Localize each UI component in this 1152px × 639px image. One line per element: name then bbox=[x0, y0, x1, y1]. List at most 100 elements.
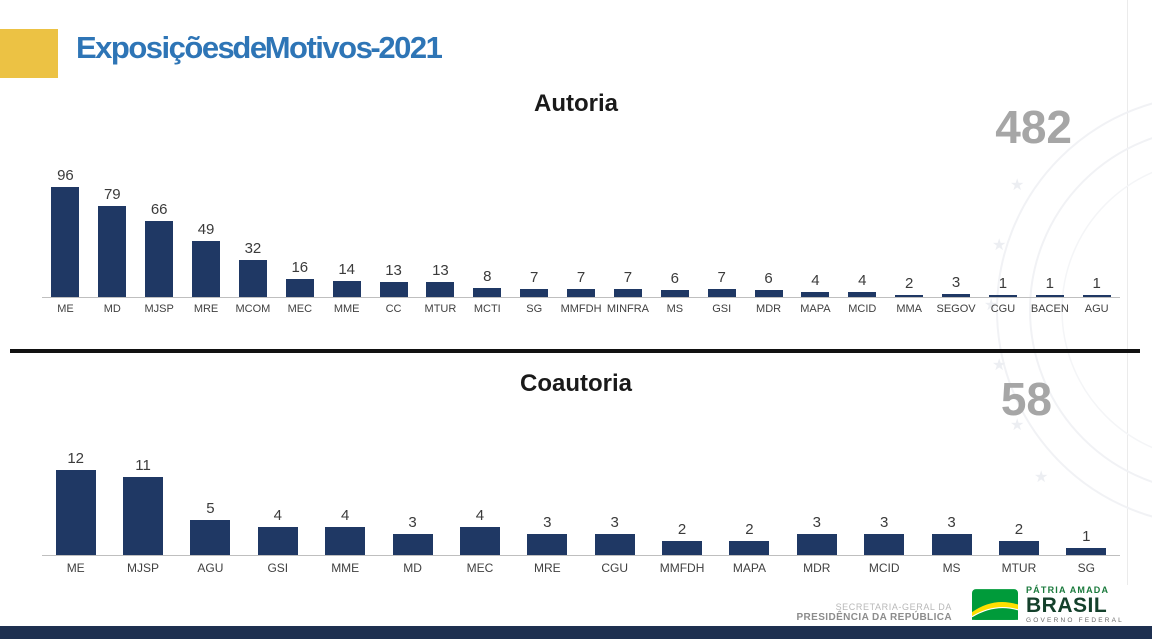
bar-value-label: 66 bbox=[150, 201, 168, 218]
bar-value-label: 7 bbox=[576, 269, 586, 286]
bar-value-label: 96 bbox=[57, 167, 74, 184]
bar-area: 7 bbox=[698, 158, 746, 298]
bar-category-label: CC bbox=[385, 303, 402, 315]
bar-column: 32 MCOM bbox=[229, 158, 277, 315]
bar-category-label: MEC bbox=[287, 303, 313, 315]
bar-category-label: MCTI bbox=[473, 303, 501, 315]
bar-column: 79 MD bbox=[88, 158, 136, 315]
bar-column: 7 MINFRA bbox=[604, 158, 652, 315]
bar-area: 3 bbox=[378, 440, 447, 556]
bar-category-label: SG bbox=[1077, 561, 1095, 575]
chart-total-coautoria: 58 bbox=[1000, 373, 1052, 425]
bar bbox=[257, 527, 298, 555]
bar-category-label: AGU bbox=[197, 561, 224, 575]
brand-text: PÁTRIA AMADA BRASIL GOVERNO FEDERAL bbox=[1026, 585, 1124, 624]
bar-column: 3 MS bbox=[917, 440, 986, 575]
bar-area: 6 bbox=[651, 158, 699, 298]
bar-area: 4 bbox=[446, 440, 514, 556]
title-accent-bar bbox=[0, 29, 58, 78]
bar-value-label: 14 bbox=[338, 261, 356, 278]
bar-category-label: MDR bbox=[756, 303, 782, 315]
bar-value-label: 8 bbox=[483, 268, 492, 285]
bar bbox=[988, 295, 1017, 297]
bar-column: 1 CGU bbox=[979, 158, 1027, 315]
bar-category-label: MTUR bbox=[1001, 561, 1037, 575]
bar-area: 13 bbox=[417, 158, 464, 298]
bar bbox=[55, 470, 96, 555]
bar-column: 3 MD bbox=[378, 440, 447, 575]
bar-value-label: 13 bbox=[385, 262, 402, 279]
bar-category-label: MJSP bbox=[127, 561, 160, 575]
bar-area: 4 bbox=[311, 440, 379, 556]
bar-value-label: 2 bbox=[905, 275, 914, 292]
bar bbox=[520, 289, 549, 297]
bar bbox=[332, 281, 361, 297]
bar bbox=[325, 527, 366, 555]
bar-area: 5 bbox=[176, 440, 245, 556]
bar-area: 4 bbox=[244, 440, 312, 556]
bar-column: 8 MCTI bbox=[463, 158, 511, 315]
bar-category-label: ME bbox=[57, 303, 74, 315]
bar-category-label: MDR bbox=[803, 561, 831, 575]
footer-brand-block: PÁTRIA AMADA BRASIL GOVERNO FEDERAL bbox=[971, 585, 1124, 624]
bar-area: 7 bbox=[557, 158, 605, 298]
brazil-flag-icon bbox=[971, 589, 1018, 620]
bar bbox=[796, 534, 837, 555]
bar-value-label: 49 bbox=[197, 221, 215, 238]
bar-area: 1 bbox=[1052, 440, 1120, 556]
bar bbox=[754, 290, 783, 297]
bar-value-label: 1 bbox=[998, 275, 1008, 292]
bar bbox=[864, 534, 905, 555]
bar-column: 66 MJSP bbox=[135, 158, 183, 315]
bar-column: 14 MME bbox=[323, 158, 371, 315]
bar bbox=[895, 295, 924, 297]
bar-value-label: 1 bbox=[1092, 275, 1101, 292]
bar bbox=[801, 292, 830, 297]
bar-value-label: 3 bbox=[543, 514, 552, 531]
brand-sub-label: GOVERNO FEDERAL bbox=[1025, 617, 1124, 624]
bar-category-label: MME bbox=[333, 303, 360, 315]
bar bbox=[662, 541, 703, 555]
bar-value-label: 7 bbox=[717, 269, 726, 286]
bar-area: 1 bbox=[1026, 158, 1074, 298]
bar-category-label: MCOM bbox=[235, 303, 271, 315]
bar-area: 7 bbox=[510, 158, 558, 298]
bar-column: 49 MRE bbox=[182, 158, 230, 315]
bar-category-label: MMFDH bbox=[659, 561, 705, 575]
bar-value-label: 13 bbox=[432, 262, 449, 279]
bar-value-label: 4 bbox=[341, 507, 350, 524]
bar-category-label: MRE bbox=[533, 561, 561, 575]
bar-column: 1 BACEN bbox=[1026, 158, 1074, 315]
bar-area: 66 bbox=[135, 158, 183, 298]
bar-area: 79 bbox=[88, 158, 136, 298]
bar-area: 2 bbox=[985, 440, 1053, 556]
bar-column: 3 MRE bbox=[513, 440, 581, 575]
footer-org-line1: SECRETARIA-GERAL DA bbox=[835, 602, 952, 612]
bar bbox=[285, 279, 314, 297]
bar-column: 16 MEC bbox=[276, 158, 324, 315]
bar bbox=[660, 290, 689, 297]
bar-category-label: GSI bbox=[712, 303, 732, 315]
bar bbox=[1035, 295, 1064, 297]
bar-column: 3 CGU bbox=[581, 440, 649, 575]
bar-column: 3 MCID bbox=[850, 440, 918, 575]
bar-column: 4 MCID bbox=[838, 158, 886, 315]
chart-title-autoria: Autoria bbox=[534, 90, 618, 117]
bar-category-label: MCID bbox=[868, 561, 900, 575]
bar-value-label: 79 bbox=[103, 186, 121, 203]
bar-area: 13 bbox=[370, 158, 417, 298]
bar bbox=[379, 282, 408, 297]
bar-category-label: MMFDH bbox=[560, 303, 602, 315]
bar-category-label: MJSP bbox=[144, 303, 174, 315]
bar-area: 96 bbox=[42, 158, 89, 298]
bar-area: 4 bbox=[792, 158, 839, 298]
bar-category-label: MTUR bbox=[424, 303, 457, 315]
bar-category-label: MS bbox=[666, 303, 684, 315]
bar-category-label: MD bbox=[403, 561, 422, 575]
footer-org-line2: PRESIDÊNCIA DA REPÚBLICA bbox=[796, 612, 952, 623]
brand-top-label: PÁTRIA AMADA bbox=[1025, 584, 1110, 595]
bar-plot-autoria: 96 ME 79 MD 66 MJSP 49 MRE 32 MCOM 16 MEC 14 MME 13 CC 1… bbox=[42, 158, 1121, 315]
bar-column: 3 MDR bbox=[783, 440, 851, 575]
bar-value-label: 5 bbox=[206, 500, 215, 517]
bar-column: 4 MEC bbox=[446, 440, 514, 575]
